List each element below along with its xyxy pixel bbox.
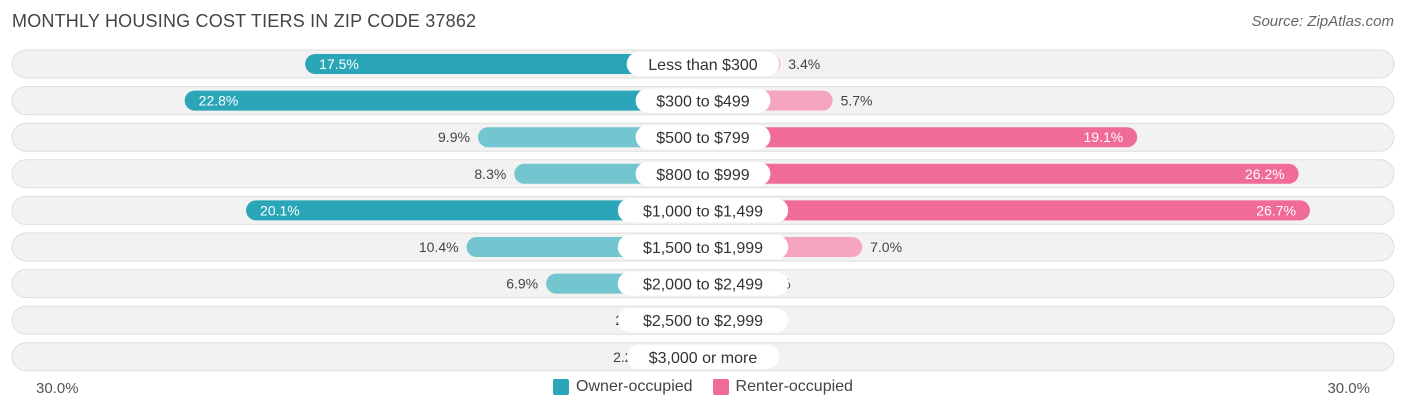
category-pill — [617, 308, 789, 333]
chart-title: MONTHLY HOUSING COST TIERS IN ZIP CODE 3… — [12, 11, 477, 31]
legend-swatch-renter — [712, 379, 729, 395]
owner-value-label: 8.3% — [474, 166, 506, 182]
owner-value-label: 22.8% — [199, 93, 239, 109]
source-label: Source: ZipAtlas.com — [1251, 13, 1394, 30]
category-label: $800 to $999 — [656, 167, 750, 184]
legend-label-renter: Renter-occupied — [735, 378, 853, 395]
category-pill — [635, 161, 771, 186]
renter-value-label: 19.1% — [1084, 129, 1124, 145]
owner-value-label: 17.5% — [319, 56, 359, 72]
legend-item-owner: Owner-occupied — [553, 378, 693, 396]
category-label: $3,000 or more — [649, 350, 758, 367]
axis-right-label: 30.0% — [1327, 380, 1370, 397]
category-pill — [635, 125, 771, 150]
category-label: $1,500 to $1,999 — [643, 240, 763, 257]
category-label: $1,000 to $1,499 — [643, 203, 763, 220]
category-pill — [617, 235, 789, 259]
legend: Owner-occupied Renter-occupied — [0, 378, 1406, 396]
owner-bar — [246, 200, 703, 221]
legend-item-renter: Renter-occupied — [712, 378, 853, 396]
owner-value-label: 10.4% — [419, 239, 459, 255]
category-pill — [626, 52, 780, 76]
owner-value-label: 20.1% — [260, 202, 300, 218]
axis-left-label: 30.0% — [36, 380, 79, 397]
category-label: Less than $300 — [648, 57, 758, 74]
renter-value-label: 7.0% — [870, 239, 902, 255]
category-label: $500 to $799 — [656, 130, 750, 147]
category-pill — [617, 271, 789, 296]
renter-bar — [703, 200, 1310, 221]
owner-bar — [305, 54, 703, 74]
category-label: $2,500 to $2,999 — [643, 313, 763, 330]
renter-value-label: 26.7% — [1256, 202, 1296, 218]
renter-bar — [703, 127, 1138, 148]
legend-label-owner: Owner-occupied — [576, 378, 693, 395]
category-pill — [635, 88, 771, 113]
renter-value-label: 5.7% — [841, 93, 873, 109]
renter-value-label: 26.2% — [1245, 166, 1285, 182]
owner-value-label: 9.9% — [438, 129, 470, 145]
owner-bar — [184, 90, 703, 111]
category-pill — [617, 198, 789, 223]
category-label: $2,000 to $2,499 — [643, 277, 763, 294]
renter-bar — [703, 163, 1299, 184]
renter-value-label: 3.4% — [788, 56, 820, 72]
category-pill — [626, 344, 780, 369]
legend-swatch-owner — [553, 379, 570, 395]
owner-value-label: 6.9% — [506, 276, 538, 292]
category-label: $300 to $499 — [656, 94, 750, 111]
